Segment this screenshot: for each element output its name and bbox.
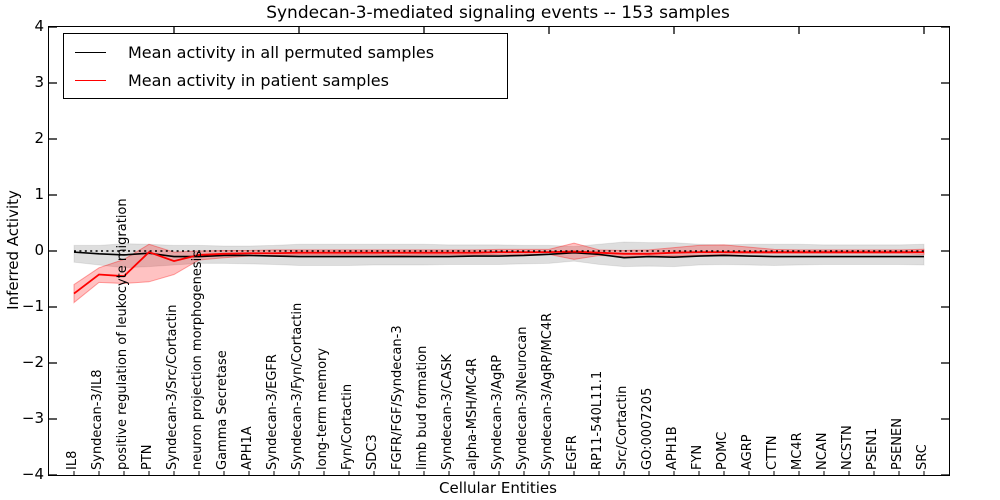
y-tick-label: 3 [34,73,44,91]
permuted-band [73,241,925,269]
x-tick-label: Syndecan-3/AgRP/MC4R [540,312,555,470]
x-tick-label: PSENEN [890,418,905,470]
legend-entry-patient: Mean activity in patient samples [64,69,507,91]
x-tick-label: Syndecan-3/Fyn/Cortactin [290,302,305,470]
x-tick-label: Syndecan-3/EGFR [265,354,280,470]
x-tick-label: APH1B [665,426,680,470]
x-tick-label: Fyn/Cortactin [340,383,355,470]
x-tick-label: FYN [690,444,705,470]
x-tick-label: PSEN1 [865,427,880,470]
x-tick-label: limb bud formation [415,345,430,470]
x-tick-label: FGFR/FGF/Syndecan-3 [390,325,405,470]
patient-mean-line [73,250,924,295]
x-tick-label: long-term memory [315,347,330,470]
x-tick-label: EGFR [565,435,580,470]
x-tick-label: SDC3 [365,434,380,470]
x-tick-label: SRC [915,444,930,470]
x-tick-label: POMC [715,431,730,470]
x-axis-label: Cellular Entities [439,479,557,497]
x-tick-label: Syndecan-3/Src/Cortactin [165,304,180,470]
y-tick-label: −3 [21,409,44,427]
permuted-line-sample [75,51,106,53]
y-tick-label: 4 [34,17,44,35]
x-tick-label: AGRP [740,434,755,470]
chart-title: Syndecan-3-mediated signaling events -- … [266,3,730,23]
x-tick-label: PTN [140,444,155,470]
x-tick-label: NCSTN [840,425,855,470]
x-tick-label: Syndecan-3/AgRP [490,354,505,470]
x-tick-label: Syndecan-3/CASK [440,354,455,470]
x-tick-label: alpha-MSH/MC4R [465,358,480,470]
patient-band [73,242,925,304]
x-tick-label: MC4R [790,432,805,470]
x-tick-label: APH1A [240,426,255,470]
y-tick-label: 0 [34,241,44,259]
x-tick-label: NCAN [815,432,830,470]
plot-area [48,26,950,476]
y-tick-label: −4 [21,465,44,483]
legend: Mean activity in all permuted samples Me… [63,33,508,99]
x-tick-label: Src/Cortactin [615,385,630,470]
x-tick-label: Syndecan-3/Neurocan [515,326,530,470]
x-tick-label: positive regulation of leukocyte migrati… [115,198,130,470]
legend-label-permuted: Mean activity in all permuted samples [128,42,435,62]
x-tick-label: Gamma Secretase [215,350,230,470]
x-tick-label: CTTN [765,435,780,470]
patient-line-sample [75,79,106,81]
y-tick-label: 1 [34,185,44,203]
legend-label-patient: Mean activity in patient samples [128,70,389,90]
x-tick-label: Syndecan-3/IL8 [90,369,105,470]
y-tick-label: −1 [21,297,44,315]
x-tick-label: GO:0007205 [640,387,655,470]
x-tick-label: neuron projection morphogenesis [190,251,205,470]
x-tick-label: RP11-540L11.1 [590,370,605,470]
plot-svg [49,27,949,475]
legend-entry-permuted: Mean activity in all permuted samples [64,41,507,63]
x-tick-label: IL8 [65,450,80,470]
y-tick-label: 2 [34,129,44,147]
y-tick-label: −2 [21,353,44,371]
permuted-mean-line [73,251,924,259]
